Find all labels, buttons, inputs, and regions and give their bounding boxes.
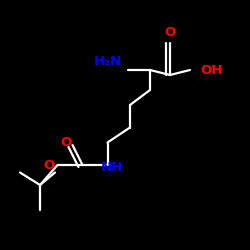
Text: O: O: [43, 159, 54, 172]
Text: H₂N: H₂N: [94, 55, 122, 68]
Text: OH: OH: [200, 64, 222, 77]
Text: NH: NH: [100, 161, 122, 174]
Text: O: O: [60, 136, 72, 149]
Text: O: O: [164, 26, 175, 39]
